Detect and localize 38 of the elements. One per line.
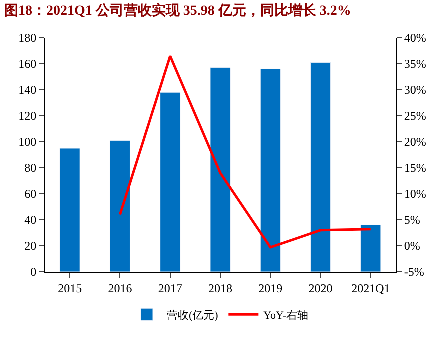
y2-tick-label: 5% xyxy=(404,213,420,228)
bar xyxy=(110,140,130,272)
y-tick-label: 100 xyxy=(18,135,37,150)
y-tick-label: 140 xyxy=(18,83,37,98)
y2-tick-label: 0% xyxy=(404,239,420,254)
legend-label: 营收(亿元) xyxy=(167,308,219,322)
x-tick-label: 2020 xyxy=(308,281,333,296)
x-tick-label: 2016 xyxy=(108,281,132,296)
bar xyxy=(310,62,332,272)
y2-tick-label: 35% xyxy=(404,57,426,72)
x-tick-label: 2015 xyxy=(58,281,82,296)
y-tick-label: 120 xyxy=(18,109,37,124)
y-tick-label: 40 xyxy=(24,213,37,228)
legend-label: YoY-右轴 xyxy=(264,308,308,322)
y-tick-label: 80 xyxy=(24,161,37,176)
bar xyxy=(260,68,281,272)
line-series xyxy=(118,54,372,249)
y-tick-label: 180 xyxy=(18,31,37,46)
y2-tick-label: 10% xyxy=(404,187,426,202)
chart-title: 图18：2021Q1 公司营收实现 35.98 亿元，同比增长 3.2% xyxy=(4,2,352,19)
y2-tick-label: 40% xyxy=(404,31,426,46)
y2-tick-label: 20% xyxy=(404,135,426,150)
x-tick-label: 2018 xyxy=(208,281,232,296)
y2-tick-label: 25% xyxy=(404,109,426,124)
bar xyxy=(210,68,231,272)
bar xyxy=(160,92,181,272)
y2-tick-label: 30% xyxy=(404,83,426,98)
y-tick-label: 160 xyxy=(18,57,37,72)
y2-tick-label: -5% xyxy=(404,265,424,280)
y-tick-label: 0 xyxy=(30,265,37,280)
y-tick-label: 60 xyxy=(24,187,37,202)
x-tick-label: 2019 xyxy=(258,281,283,296)
y-tick-label: 20 xyxy=(24,239,37,254)
y2-tick-label: 15% xyxy=(404,161,426,176)
bar xyxy=(60,148,80,272)
x-tick-label: 2021Q1 xyxy=(352,281,390,296)
bar xyxy=(360,224,382,272)
x-tick-label: 2017 xyxy=(158,281,182,296)
